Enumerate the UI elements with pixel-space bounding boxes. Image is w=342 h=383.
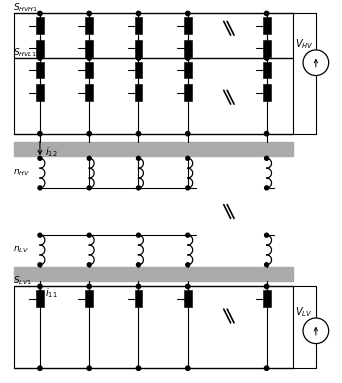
Circle shape	[38, 366, 42, 370]
Circle shape	[136, 11, 141, 16]
Circle shape	[38, 56, 42, 60]
Circle shape	[87, 366, 91, 370]
Circle shape	[186, 131, 190, 136]
Text: $V_{LV}$: $V_{LV}$	[295, 305, 313, 319]
Bar	[134, 290, 142, 307]
Text: $S_{HVL1}$: $S_{HVL1}$	[13, 46, 37, 59]
Circle shape	[38, 186, 42, 190]
Bar	[36, 40, 44, 57]
Circle shape	[38, 56, 42, 60]
Circle shape	[38, 11, 42, 16]
Bar	[36, 17, 44, 34]
Circle shape	[186, 366, 190, 370]
Bar	[36, 290, 44, 307]
Circle shape	[264, 56, 269, 60]
Bar	[134, 17, 142, 34]
Circle shape	[186, 263, 190, 267]
Circle shape	[38, 284, 42, 289]
Text: $n_{LV}$: $n_{LV}$	[13, 245, 29, 255]
Circle shape	[87, 56, 91, 60]
Circle shape	[186, 11, 190, 16]
Circle shape	[87, 186, 91, 190]
Circle shape	[186, 56, 190, 60]
Circle shape	[87, 233, 91, 237]
Circle shape	[264, 56, 269, 60]
Circle shape	[265, 186, 268, 190]
Circle shape	[136, 131, 141, 136]
Circle shape	[186, 233, 190, 237]
Bar	[134, 84, 142, 101]
Circle shape	[136, 156, 141, 160]
Circle shape	[136, 284, 141, 289]
Bar	[85, 17, 93, 34]
Circle shape	[38, 233, 42, 237]
Circle shape	[87, 284, 91, 289]
Bar	[134, 40, 142, 57]
Circle shape	[136, 233, 141, 237]
Circle shape	[264, 284, 269, 289]
Circle shape	[38, 156, 42, 160]
Bar	[85, 84, 93, 101]
Bar	[184, 17, 192, 34]
Circle shape	[303, 318, 329, 344]
Circle shape	[136, 263, 141, 267]
Circle shape	[87, 156, 91, 160]
Circle shape	[265, 263, 268, 267]
Circle shape	[136, 186, 141, 190]
Bar	[85, 290, 93, 307]
Text: $n_{HV}$: $n_{HV}$	[13, 168, 30, 178]
Circle shape	[264, 131, 269, 136]
Circle shape	[264, 366, 269, 370]
Circle shape	[38, 263, 42, 267]
Circle shape	[303, 50, 329, 75]
Circle shape	[136, 366, 141, 370]
Bar	[184, 62, 192, 79]
Circle shape	[87, 263, 91, 267]
Bar	[263, 290, 271, 307]
Text: $V_{HV}$: $V_{HV}$	[295, 37, 314, 51]
Circle shape	[265, 156, 268, 160]
Circle shape	[87, 131, 91, 136]
Circle shape	[186, 56, 190, 60]
Circle shape	[265, 233, 268, 237]
Bar	[184, 84, 192, 101]
Circle shape	[136, 56, 141, 60]
Text: $i_{11}$: $i_{11}$	[45, 286, 57, 300]
Circle shape	[87, 11, 91, 16]
Circle shape	[87, 56, 91, 60]
Bar	[184, 40, 192, 57]
Bar	[85, 40, 93, 57]
Circle shape	[186, 156, 190, 160]
Bar	[263, 84, 271, 101]
Bar	[263, 40, 271, 57]
Text: $S_{LV1}$: $S_{LV1}$	[13, 275, 32, 287]
Circle shape	[186, 186, 190, 190]
Bar	[36, 84, 44, 101]
Bar	[184, 290, 192, 307]
Text: $S_{HVH1}$: $S_{HVH1}$	[13, 2, 38, 15]
Circle shape	[186, 284, 190, 289]
Bar	[263, 17, 271, 34]
Text: $i_{12}$: $i_{12}$	[45, 146, 57, 159]
Bar	[134, 62, 142, 79]
Circle shape	[136, 56, 141, 60]
Bar	[263, 62, 271, 79]
Bar	[85, 62, 93, 79]
Bar	[36, 62, 44, 79]
Circle shape	[264, 11, 269, 16]
Circle shape	[38, 131, 42, 136]
